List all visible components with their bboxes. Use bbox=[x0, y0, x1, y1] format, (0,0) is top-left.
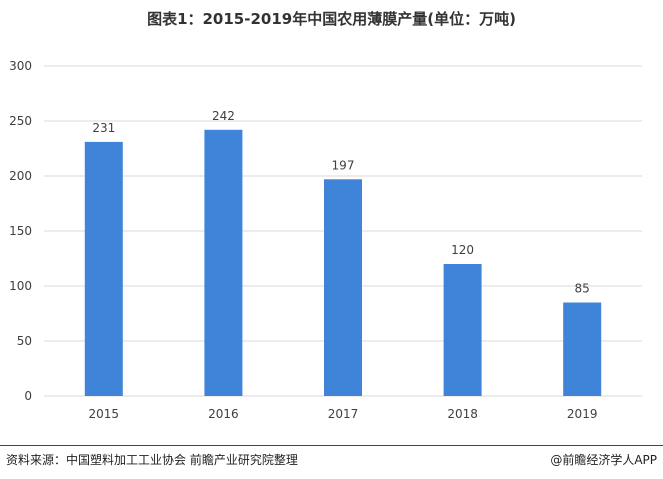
data-label: 231 bbox=[92, 121, 115, 135]
data-label: 120 bbox=[451, 243, 474, 257]
y-tick-label: 150 bbox=[9, 224, 32, 238]
y-tick-label: 200 bbox=[9, 169, 32, 183]
y-tick-label: 300 bbox=[9, 59, 32, 73]
bar bbox=[324, 179, 362, 396]
y-tick-label: 250 bbox=[9, 114, 32, 128]
x-tick-label: 2017 bbox=[328, 407, 359, 421]
bar-chart: 0 50 100 150 200 250 300 231 2015 242 2016 197 2017 1… bbox=[9, 59, 642, 421]
bar bbox=[84, 141, 123, 396]
x-tick-label: 2015 bbox=[89, 407, 120, 421]
y-tick-label: 0 bbox=[24, 389, 32, 403]
y-tick-label: 50 bbox=[17, 334, 32, 348]
x-tick-label: 2016 bbox=[208, 407, 239, 421]
chart-area: 0 50 100 150 200 250 300 231 2015 242 2016 197 2017 1… bbox=[0, 44, 663, 434]
data-label: 197 bbox=[332, 158, 355, 172]
brand-credit: @前瞻经济学人APP bbox=[550, 453, 657, 467]
y-tick-label: 100 bbox=[9, 279, 32, 293]
footer-divider bbox=[0, 445, 663, 446]
chart-title: 图表1：2015-2019年中国农用薄膜产量(单位：万吨) bbox=[147, 10, 516, 28]
data-label: 85 bbox=[575, 282, 590, 296]
x-tick-label: 2019 bbox=[567, 407, 598, 421]
bar bbox=[443, 264, 482, 396]
bar bbox=[204, 129, 243, 397]
bar bbox=[563, 302, 602, 396]
data-label: 242 bbox=[212, 109, 235, 123]
source-note: 资料来源：中国塑料加工工业协会 前瞻产业研究院整理 bbox=[6, 453, 298, 467]
x-tick-label: 2018 bbox=[447, 407, 478, 421]
